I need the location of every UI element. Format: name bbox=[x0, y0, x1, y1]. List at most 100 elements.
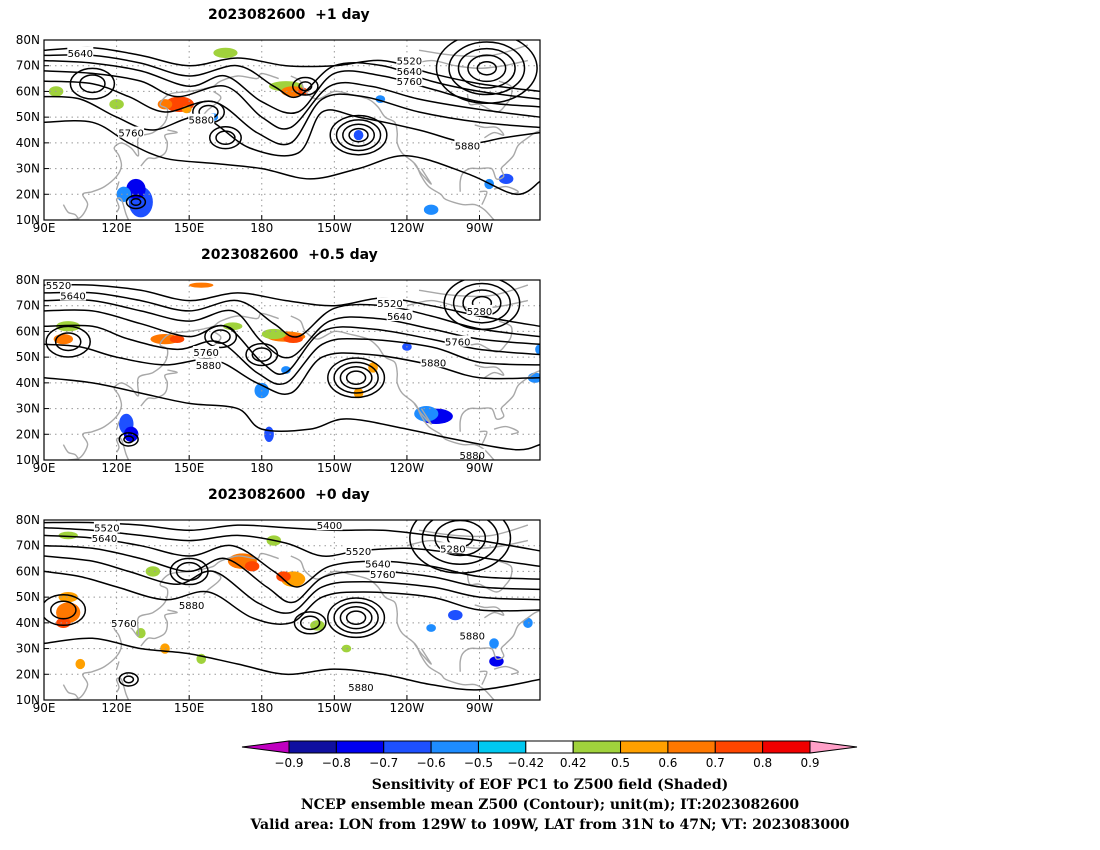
colorbar-box bbox=[430, 740, 479, 754]
x-tick-label: 120W bbox=[390, 221, 425, 235]
sensitivity-shade bbox=[116, 186, 132, 203]
contour-label: 5760 bbox=[445, 338, 470, 349]
z500-closed-contour bbox=[204, 324, 238, 349]
contour-label-bg bbox=[369, 568, 396, 579]
z500-contour bbox=[44, 570, 540, 626]
contour-label-bg bbox=[316, 520, 343, 531]
z500-closed-contour bbox=[345, 610, 367, 626]
contour-label: 5880 bbox=[189, 116, 214, 127]
z500-closed-contour bbox=[50, 600, 77, 620]
contour-label: 5760 bbox=[118, 129, 143, 140]
contour-label-bg bbox=[193, 346, 220, 357]
map-frame bbox=[43, 519, 541, 701]
x-tick-label: 90E bbox=[33, 461, 56, 475]
z500-closed-contour bbox=[123, 435, 135, 444]
z500-contour bbox=[44, 544, 540, 604]
z500-contour bbox=[44, 555, 540, 614]
contour-label-bg bbox=[118, 126, 145, 138]
y-tick-label: 40N bbox=[16, 616, 40, 630]
x-tick-label: 120W bbox=[390, 701, 425, 715]
coastline bbox=[62, 204, 80, 220]
contour-label: 5640 bbox=[60, 291, 85, 302]
contour-label-bg bbox=[454, 139, 481, 151]
colorbar-low-extend bbox=[241, 740, 290, 754]
colorbar-box bbox=[714, 740, 764, 754]
sensitivity-shade bbox=[489, 638, 499, 649]
y-tick-label: 80N bbox=[16, 33, 40, 47]
y-tick-label: 50N bbox=[16, 110, 40, 124]
contour-label: 5760 bbox=[397, 77, 422, 88]
contour-label-bg bbox=[91, 532, 118, 543]
z500-contour bbox=[44, 291, 540, 338]
z500-contour bbox=[44, 80, 540, 146]
y-tick-label: 70N bbox=[16, 299, 40, 313]
z500-closed-contour bbox=[245, 342, 279, 367]
y-tick-label: 60N bbox=[16, 324, 40, 338]
z500-closed-contour bbox=[345, 370, 367, 386]
z500-contour bbox=[44, 324, 540, 385]
z500-contour bbox=[44, 59, 540, 114]
x-tick-label: 120E bbox=[101, 461, 132, 475]
map-frame bbox=[43, 279, 541, 461]
contour-label-bg bbox=[444, 335, 471, 347]
sensitivity-shade bbox=[123, 426, 139, 442]
contour-label: 5880 bbox=[179, 601, 204, 612]
sensitivity-shade bbox=[261, 328, 286, 340]
coastline bbox=[459, 609, 540, 672]
sensitivity-shade bbox=[169, 335, 185, 343]
z500-closed-contour bbox=[79, 74, 106, 94]
colorbar-box bbox=[762, 740, 811, 754]
x-tick-label: 180 bbox=[250, 461, 273, 475]
contour-label-bg bbox=[60, 289, 87, 301]
z500-contour bbox=[44, 299, 540, 359]
coastline bbox=[140, 369, 178, 407]
sensitivity-shade bbox=[523, 617, 533, 628]
contour-label-bg bbox=[396, 64, 423, 76]
y-tick-label: 70N bbox=[16, 59, 40, 73]
z500-closed-contour bbox=[448, 41, 526, 96]
contour-label-bg bbox=[110, 616, 137, 628]
contour-label-bg bbox=[459, 448, 486, 460]
x-tick-label: 150E bbox=[174, 221, 205, 235]
sensitivity-shade bbox=[414, 406, 439, 422]
y-tick-label: 80N bbox=[16, 513, 40, 527]
contour-label: 5880 bbox=[196, 361, 221, 372]
colorbar-high-extend bbox=[809, 740, 858, 754]
contour-label: 5760 bbox=[193, 348, 218, 359]
z500-closed-contour bbox=[467, 54, 507, 83]
y-tick-label: 10N bbox=[16, 213, 40, 227]
colorbar-box bbox=[620, 740, 669, 754]
z500-contour bbox=[44, 521, 540, 552]
x-tick-label: 90E bbox=[33, 701, 56, 715]
z500-closed-contour bbox=[476, 60, 497, 76]
z500-closed-contour bbox=[339, 366, 373, 390]
y-tick-label: 40N bbox=[16, 136, 40, 150]
coastline bbox=[474, 364, 505, 379]
x-tick-label: 90E bbox=[33, 221, 56, 235]
contour-label-bg bbox=[45, 280, 72, 291]
z500-closed-contour bbox=[130, 197, 142, 207]
colorbar-label: −0.7 bbox=[369, 756, 398, 770]
z500-closed-contour bbox=[44, 593, 87, 627]
y-tick-label: 60N bbox=[16, 84, 40, 98]
contour-label-bg bbox=[195, 358, 222, 370]
sensitivity-shade bbox=[353, 130, 364, 141]
z500-contour bbox=[44, 526, 540, 568]
colorbar-label: 0.9 bbox=[800, 756, 819, 770]
sensitivity-shade bbox=[281, 366, 291, 374]
colorbar: −0.9 −0.8 −0.7 −0.6 −0.5 −0.42 0.42 0.5 0.6 0.7 0.… bbox=[241, 740, 858, 770]
y-tick-label: 70N bbox=[16, 539, 40, 553]
colorbar-box bbox=[667, 740, 716, 754]
y-tick-label: 50N bbox=[16, 590, 40, 604]
colorbar-label: −0.5 bbox=[464, 756, 493, 770]
sensitivity-shade bbox=[498, 173, 514, 185]
coastline bbox=[418, 524, 529, 538]
z500-closed-contour bbox=[45, 325, 91, 358]
coastline bbox=[115, 677, 130, 700]
coastline bbox=[493, 185, 519, 195]
contour-label-bg bbox=[188, 113, 215, 125]
x-tick-label: 90W bbox=[466, 701, 493, 715]
contour-label-bg bbox=[376, 297, 403, 309]
